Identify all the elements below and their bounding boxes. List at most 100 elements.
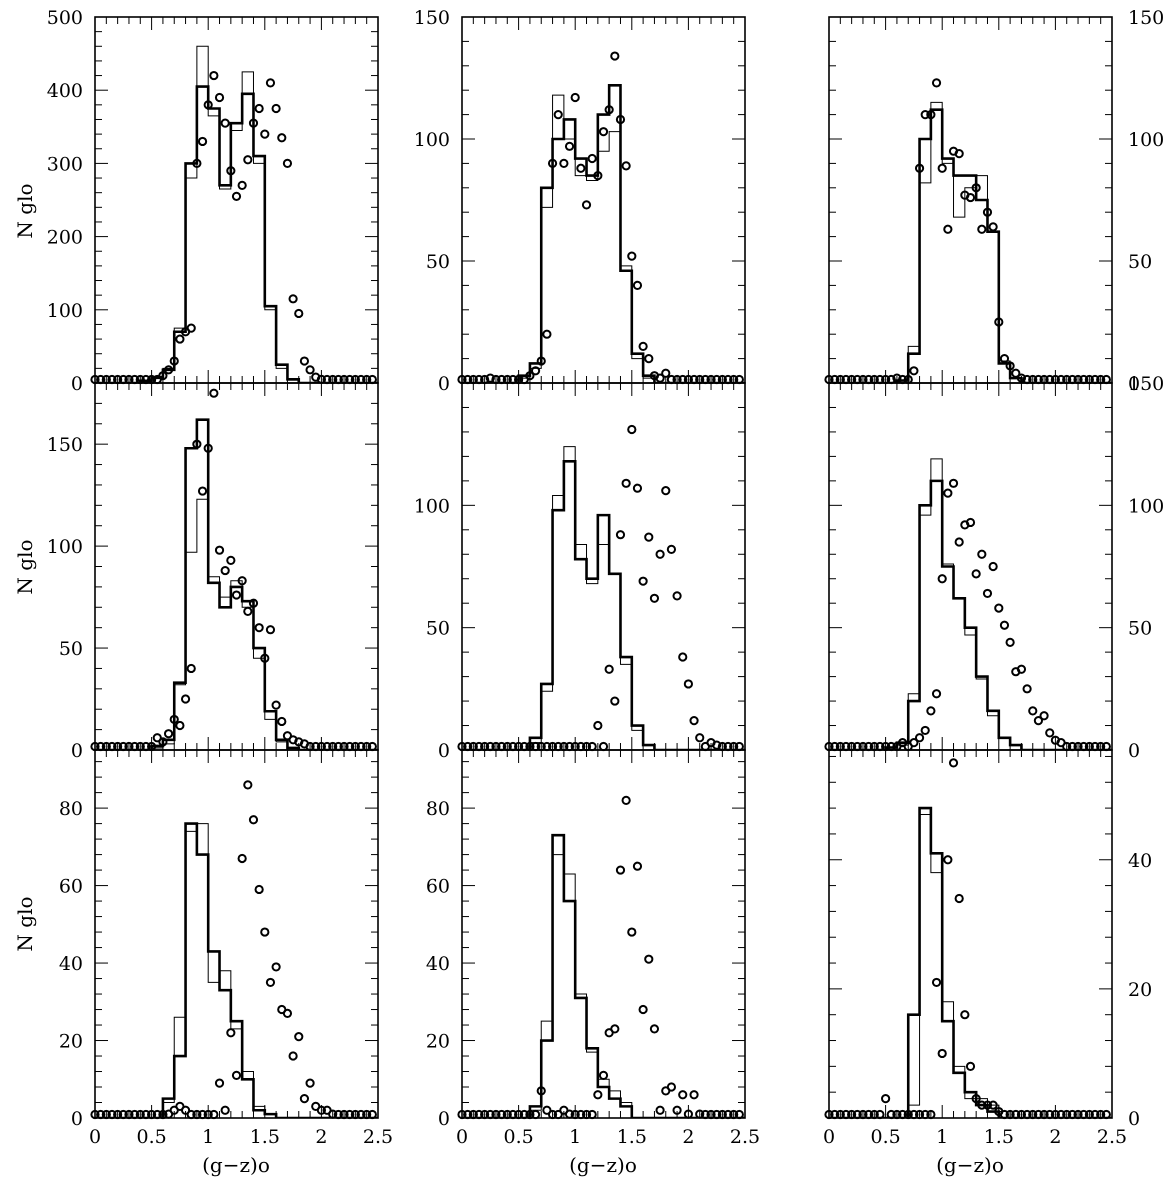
- panel-r1-c3-data-point: [982, 207, 993, 217]
- panel-r1-c2-data-point: [525, 371, 535, 381]
- panel-r2-c3-y-tick-label: 50: [1128, 618, 1152, 640]
- panel-r2-c1-data-point: [180, 694, 191, 704]
- panel-r3-c3-data-point: [937, 1048, 947, 1059]
- panel-r3-c2-data-point: [621, 795, 631, 805]
- panel-r3-c3-histogram-thick: [829, 806, 1112, 1118]
- panel-r2-c1-histogram-thick: [95, 418, 378, 750]
- labels-layer: N glo N glo N glo (g−z)o (g−z)o (g−z)o: [13, 183, 1004, 1177]
- panel-r2-c3-data-point: [943, 488, 953, 498]
- panel-r3-c1-y-tick-label: 20: [59, 1031, 83, 1053]
- panel-r2-c1-data-point: [265, 625, 276, 635]
- panel-r3-c3-data-point: [982, 1100, 993, 1110]
- y-axis-title-row-1: N glo: [13, 183, 37, 238]
- panel-r2-c1-data-point: [220, 565, 230, 576]
- panel-r3-c1-data-point: [237, 853, 247, 864]
- panel-r1-c1-data-point: [209, 70, 219, 81]
- panel-r3-c2-data-point: [632, 861, 643, 871]
- panel-r1-c3-data-point: [954, 149, 964, 159]
- y-axis-title-row-2: N glo: [13, 539, 37, 594]
- panel-r3-c3-data-point: [965, 1061, 976, 1071]
- panel-r3-c1-histogram-thick: [95, 822, 378, 1118]
- panel-r2-c2-data-point: [689, 716, 699, 726]
- panel-r3-c2-x-tick-label: 0.5: [503, 1126, 533, 1148]
- panel-r1-c1: 0 100 200 300 400 500: [47, 7, 379, 395]
- panel-r2-c3-data-point: [926, 706, 936, 716]
- panel-r3-c1-data-point: [288, 1051, 298, 1061]
- panel-r2-c2-data-point: [683, 679, 694, 689]
- panel-r1-c1-data-point: [265, 78, 276, 88]
- panel-r2-c2-data-point: [593, 720, 603, 731]
- panel-r1-c1-y-tick-label: 200: [47, 227, 83, 249]
- panel-r1-c1-data-point: [277, 133, 287, 143]
- panel-r3-c2-y-tick-label: 20: [426, 1031, 450, 1053]
- panel-r1-c2-data-point: [655, 373, 665, 383]
- panel-r1-c2-data-point: [621, 161, 631, 171]
- panel-r3-c1-data-point: [248, 815, 259, 825]
- panel-r2-c2-data-point: [627, 424, 637, 435]
- panel-r2-c3-histogram-thick: [829, 479, 1112, 750]
- panel-r2-c1-data-point: [197, 486, 208, 496]
- panel-r1-c2-frame: [461, 16, 746, 384]
- panel-r2-c2-y-tick-label: 0: [438, 740, 450, 762]
- panel-r3-c3-data-point: [977, 1100, 987, 1110]
- panel-r3-c1-frame: [94, 749, 379, 1119]
- panel-r2-c1-data-point: [271, 700, 281, 710]
- panel-r3-c2-data-point: [678, 1090, 688, 1100]
- panel-r2-c1-data-point: [237, 576, 247, 586]
- panel-r2-c1: 0 50 100 150: [47, 382, 379, 762]
- panel-r1-c2-data-point: [564, 141, 575, 151]
- panel-r3-c2-x-tick-label: 0: [456, 1126, 468, 1148]
- panel-r1-c3-data-point: [937, 163, 947, 173]
- panel-r1-c2-data-point: [615, 114, 626, 125]
- panel-r1-c1-data-point: [192, 158, 202, 168]
- panel-r1-c1-data-point: [294, 308, 304, 319]
- panel-r2-c1-data-point: [186, 663, 196, 674]
- panel-r3-c2-data-point: [542, 1105, 552, 1115]
- panel-r3-c2-x-tick-label: 2.5: [730, 1126, 760, 1148]
- panel-r3-c2-data-point: [644, 954, 654, 964]
- panel-r3-c2-data-point: [536, 1086, 546, 1096]
- panel-r2-c2-y-tick-label: 50: [426, 618, 450, 640]
- panel-r3-c2-data-point: [655, 1105, 665, 1115]
- panel-r2-c3-data-point: [948, 478, 959, 488]
- panel-r3-c1-data-point: [282, 1008, 293, 1019]
- panel-r3-c3-x-tick-label: 2.5: [1097, 1126, 1127, 1148]
- panel-r2-c2-data-point: [604, 664, 614, 674]
- panel-r2-c1-data-point: [248, 598, 259, 608]
- panel-r3-c3-data-point: [881, 1094, 891, 1104]
- panel-r2-c3-data-point: [954, 537, 964, 547]
- panel-r2-c2-data-point: [695, 733, 705, 743]
- panel-r3-c2-data-point: [610, 1024, 620, 1034]
- panel-r1-c1-y-tick-label: 100: [47, 300, 83, 322]
- panel-r2-c3-frame: [828, 382, 1113, 751]
- panel-r1-c1-data-point: [271, 103, 281, 114]
- panel-r1-c2-histogram-thick: [462, 84, 745, 383]
- panel-r3-c1-x-tick-label: 2: [315, 1126, 327, 1148]
- panel-r2-c3-data-point: [931, 689, 942, 699]
- panel-r2-c1-data-point: [214, 545, 225, 555]
- panel-r1-c1-data-point: [299, 356, 310, 366]
- panel-r3-c1-data-point: [265, 977, 276, 988]
- panel-r2-c2-data-point: [655, 549, 665, 559]
- panel-r1-c2-histogram-thin: [462, 94, 745, 383]
- panel-r1-c3-frame: [828, 16, 1113, 384]
- panel-r1-c2-data-point: [587, 153, 597, 164]
- panel-r1-c2-data-point: [485, 373, 495, 383]
- panel-r3-c1-x-tick-label: 2.5: [363, 1126, 393, 1148]
- panel-r1-c1-data-point: [163, 365, 174, 375]
- panel-r3-c2-y-tick-label: 0: [438, 1108, 450, 1130]
- panel-r2-c1-data-point: [163, 729, 174, 739]
- panel-r1-c2-y-tick-label: 100: [414, 129, 450, 151]
- panel-r3-c1-data-point: [243, 780, 253, 790]
- panel-r2-c3-data-point: [1016, 664, 1027, 674]
- panel-r3-c2-y-tick-label: 40: [426, 953, 450, 975]
- panel-r3-c3-data-point: [931, 977, 942, 988]
- panel-r2-c2-data-point: [610, 696, 620, 706]
- panel-r1-c3-data-point: [909, 366, 919, 376]
- panel-r2-c1-data-point: [231, 590, 242, 600]
- panel-r3-c1-data-point: [226, 1028, 236, 1038]
- panel-r3-c3-data-point: [988, 1100, 998, 1110]
- panel-r2-c3-data-point: [982, 588, 993, 599]
- panel-r2-c3-data-point: [1005, 637, 1015, 647]
- panel-r1-c3-data-point: [994, 317, 1004, 327]
